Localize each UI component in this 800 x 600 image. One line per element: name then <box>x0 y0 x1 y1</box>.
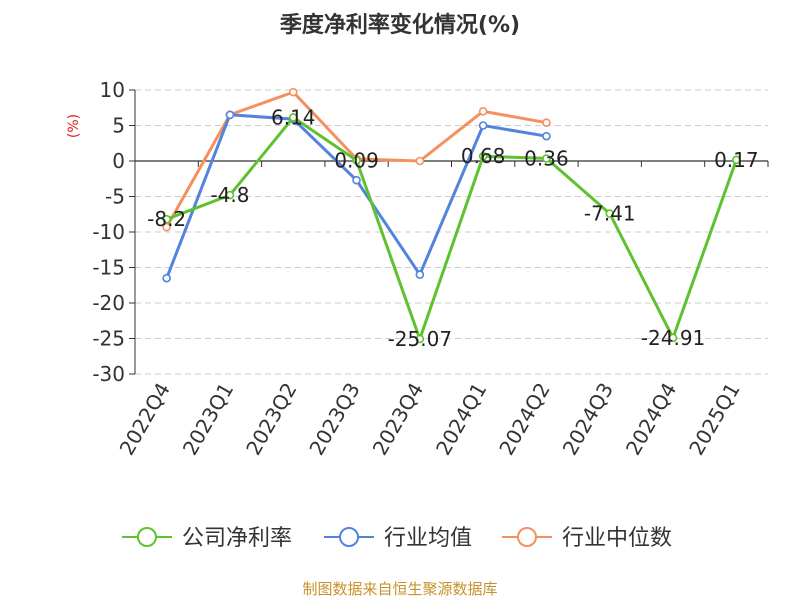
data-point <box>478 151 488 161</box>
y-tick-label: 10 <box>100 78 125 102</box>
source-note: 制图数据来自恒生聚源数据库 <box>302 580 497 598</box>
data-point <box>162 273 171 283</box>
data-label: -4.8 <box>210 183 249 207</box>
data-point <box>478 107 488 116</box>
data-point <box>415 334 425 344</box>
data-label: -8.2 <box>147 207 186 231</box>
x-tick-label: 2024Q2 <box>494 379 554 460</box>
y-tick-label: -5 <box>105 185 125 209</box>
x-tick-label: 2023Q2 <box>241 379 301 460</box>
chart-title: 季度净利率变化情况(%) <box>280 12 520 38</box>
x-tick-label: 2024Q4 <box>621 379 681 460</box>
data-label: 0.17 <box>714 148 759 172</box>
data-label: 0.09 <box>334 148 379 172</box>
x-tick-label: 2023Q3 <box>304 379 364 460</box>
legend-label: 行业均值 <box>384 526 472 551</box>
series-lines <box>162 87 741 344</box>
y-axis-label: (%) <box>66 114 82 138</box>
data-point <box>352 175 361 185</box>
x-tick-label: 2022Q4 <box>115 379 175 460</box>
data-label: -25.07 <box>388 327 452 351</box>
data-point <box>415 156 425 166</box>
data-point <box>732 155 741 165</box>
y-tick-label: -25 <box>92 327 125 351</box>
data-label: -7.41 <box>584 202 636 226</box>
legend-swatch-marker <box>339 527 359 547</box>
x-tick-label: 2025Q1 <box>684 379 744 460</box>
y-tick-label: -15 <box>92 256 125 280</box>
data-point <box>288 113 298 122</box>
data-point <box>415 270 425 279</box>
data-point <box>542 118 551 127</box>
data-point <box>162 214 171 224</box>
grid-lines <box>135 89 768 375</box>
x-tick-label: 2024Q1 <box>431 379 491 460</box>
legend: 公司净利率 行业均值 行业中位数 <box>122 526 672 551</box>
data-point <box>352 156 361 165</box>
data-label: 0.36 <box>524 146 569 170</box>
data-point <box>162 222 171 232</box>
y-tick-label: -30 <box>92 362 125 386</box>
y-tick-label: 0 <box>112 149 125 173</box>
data-label: 0.68 <box>461 144 506 168</box>
data-point <box>542 131 551 141</box>
x-tick-label: 2023Q1 <box>178 379 238 460</box>
legend-label: 行业中位数 <box>562 526 672 551</box>
y-tick-label: 5 <box>112 114 125 138</box>
data-point <box>225 190 235 200</box>
data-point <box>542 154 551 163</box>
series-line <box>166 115 738 341</box>
data-point <box>478 121 488 130</box>
y-tick-label: -20 <box>92 291 125 315</box>
data-point <box>225 110 235 120</box>
y-tick-label: -10 <box>92 220 125 244</box>
legend-swatch-marker <box>137 527 157 547</box>
data-point <box>668 333 678 343</box>
data-label: 6.14 <box>271 105 316 129</box>
data-point <box>288 87 298 97</box>
x-tick-label: 2023Q4 <box>368 379 428 460</box>
legend-swatch-marker <box>517 527 537 547</box>
x-tick-label: 2024Q3 <box>558 379 618 460</box>
data-point <box>605 209 615 218</box>
data-labels: -8.2 -4.8 6.14 0.09 -25.07 0.68 0.36 -7.41 -24.9… <box>147 105 758 351</box>
data-label: -24.91 <box>641 326 705 350</box>
legend-label: 公司净利率 <box>182 526 292 551</box>
